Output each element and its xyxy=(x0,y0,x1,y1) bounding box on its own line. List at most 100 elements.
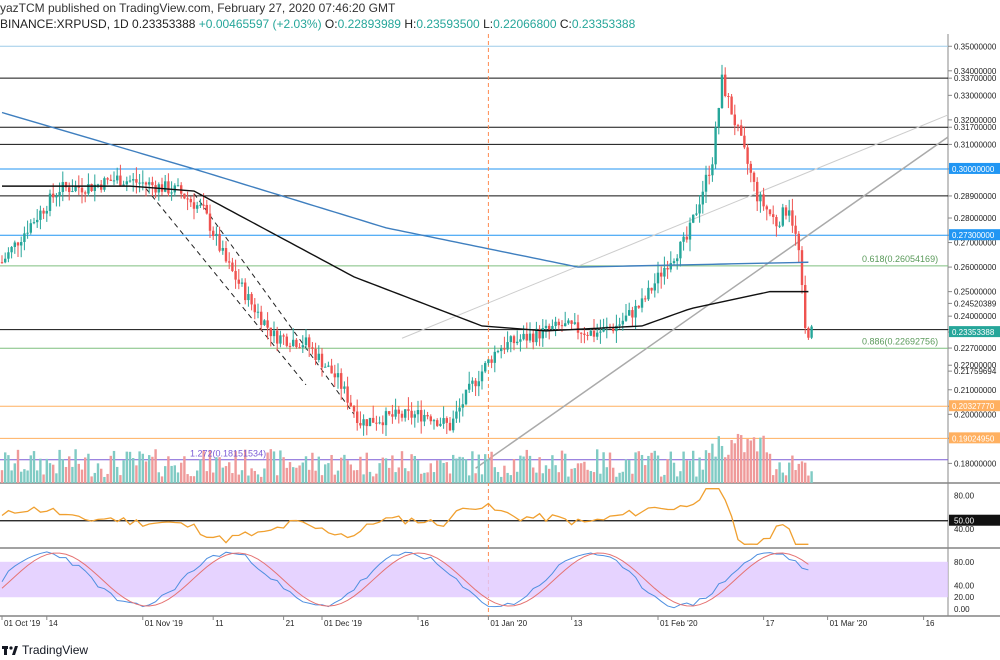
candle-body xyxy=(708,174,711,176)
volume-bar xyxy=(352,470,356,483)
volume-bar xyxy=(701,469,704,483)
candle-body xyxy=(263,320,266,325)
volume-bar xyxy=(759,437,762,483)
stoch-band xyxy=(0,561,948,598)
candle-body xyxy=(384,411,388,426)
candle-body xyxy=(564,323,567,327)
rsi-tick-label: 40.00 xyxy=(954,525,975,534)
candle-body xyxy=(669,263,672,270)
candle-body xyxy=(29,223,32,233)
candle-body xyxy=(455,411,458,419)
volume-bar xyxy=(544,465,548,483)
candle-body xyxy=(42,210,45,214)
volume-bar xyxy=(455,458,458,483)
candle-body xyxy=(340,373,343,389)
price-tick-label: 0.24520389 xyxy=(954,299,997,308)
volume-bar xyxy=(74,449,77,483)
volume-bar xyxy=(698,457,701,483)
volume-bar xyxy=(58,449,61,483)
stoch-tick-label: 80.00 xyxy=(954,558,975,567)
candle-body xyxy=(80,187,84,193)
candle-body xyxy=(336,373,340,378)
rsi-badge xyxy=(949,514,1000,526)
candle-body xyxy=(490,359,493,363)
candle-body xyxy=(413,414,416,418)
volume-bar xyxy=(7,455,10,483)
volume-bar xyxy=(416,460,420,483)
time-tick-label: 14 xyxy=(49,619,58,628)
candle-body xyxy=(621,320,624,325)
price-badge xyxy=(949,162,1000,174)
candle-body xyxy=(720,74,724,108)
candle-body xyxy=(487,359,490,364)
candle-body xyxy=(429,416,432,422)
candle-body xyxy=(378,422,381,424)
candle-body xyxy=(45,210,48,214)
volume-bar xyxy=(365,452,368,483)
volume-bar xyxy=(807,475,810,483)
time-tick-label: 16 xyxy=(926,619,935,628)
price-tick-label: 0.33000000 xyxy=(954,91,997,100)
volume-bar xyxy=(356,470,359,483)
candle-body xyxy=(349,402,352,407)
candle-body xyxy=(381,422,384,426)
candle-body xyxy=(618,324,621,326)
candle-body xyxy=(794,225,797,234)
volume-bar xyxy=(413,455,416,483)
volume-bar xyxy=(400,451,404,483)
candle-body xyxy=(458,407,461,412)
volume-bar xyxy=(29,455,32,483)
volume-bar xyxy=(381,457,384,483)
volume-bar xyxy=(733,443,736,483)
volume-bar xyxy=(506,472,509,483)
candle-body xyxy=(304,337,308,346)
candle-body xyxy=(423,414,426,422)
candle-body xyxy=(759,194,762,202)
volume-bar xyxy=(464,459,468,483)
candle-body xyxy=(13,242,16,247)
candle-body xyxy=(295,339,298,348)
volume-bar xyxy=(304,456,308,483)
candle-body xyxy=(218,233,221,251)
volume-bar xyxy=(736,433,740,483)
volume-bar xyxy=(234,451,237,483)
candle-body xyxy=(717,107,720,128)
price-tick-label: 0.22700000 xyxy=(954,344,997,353)
volume-bar xyxy=(317,456,320,483)
candle-body xyxy=(368,417,372,427)
volume-bar xyxy=(461,457,464,483)
volume-bar xyxy=(231,473,234,483)
stoch-tick-label: 20.00 xyxy=(954,593,975,602)
volume-bar xyxy=(439,460,442,483)
volume-bar xyxy=(189,476,192,483)
stoch-d-line xyxy=(1,552,809,607)
volume-bar xyxy=(810,471,813,483)
candle-body xyxy=(647,287,650,300)
volume-bar xyxy=(330,454,333,483)
candle-body xyxy=(676,258,679,262)
tradingview-footer[interactable]: TradingView xyxy=(2,640,88,660)
candle-body xyxy=(740,125,743,136)
candle-body xyxy=(365,419,368,427)
stoch-k-line xyxy=(1,551,809,609)
candle-body xyxy=(484,363,487,372)
price-tick-label: 0.28900000 xyxy=(954,192,997,201)
candle-body xyxy=(292,339,295,346)
fib-level-label: 1.272(0.18151534) xyxy=(190,449,266,459)
candle-body xyxy=(554,321,557,327)
candle-body xyxy=(148,182,151,185)
volume-bar xyxy=(452,454,455,483)
candle-body xyxy=(743,135,746,148)
volume-bar xyxy=(436,460,439,483)
volume-bar xyxy=(154,449,157,483)
candle-body xyxy=(346,386,349,403)
volume-bar xyxy=(525,449,528,483)
volume-bar xyxy=(176,472,180,483)
volume-bar xyxy=(596,449,599,483)
candle-body xyxy=(580,332,583,334)
volume-bar xyxy=(263,468,266,483)
candle-body xyxy=(752,172,756,182)
candle-body xyxy=(541,328,544,339)
volume-bar xyxy=(602,452,605,483)
